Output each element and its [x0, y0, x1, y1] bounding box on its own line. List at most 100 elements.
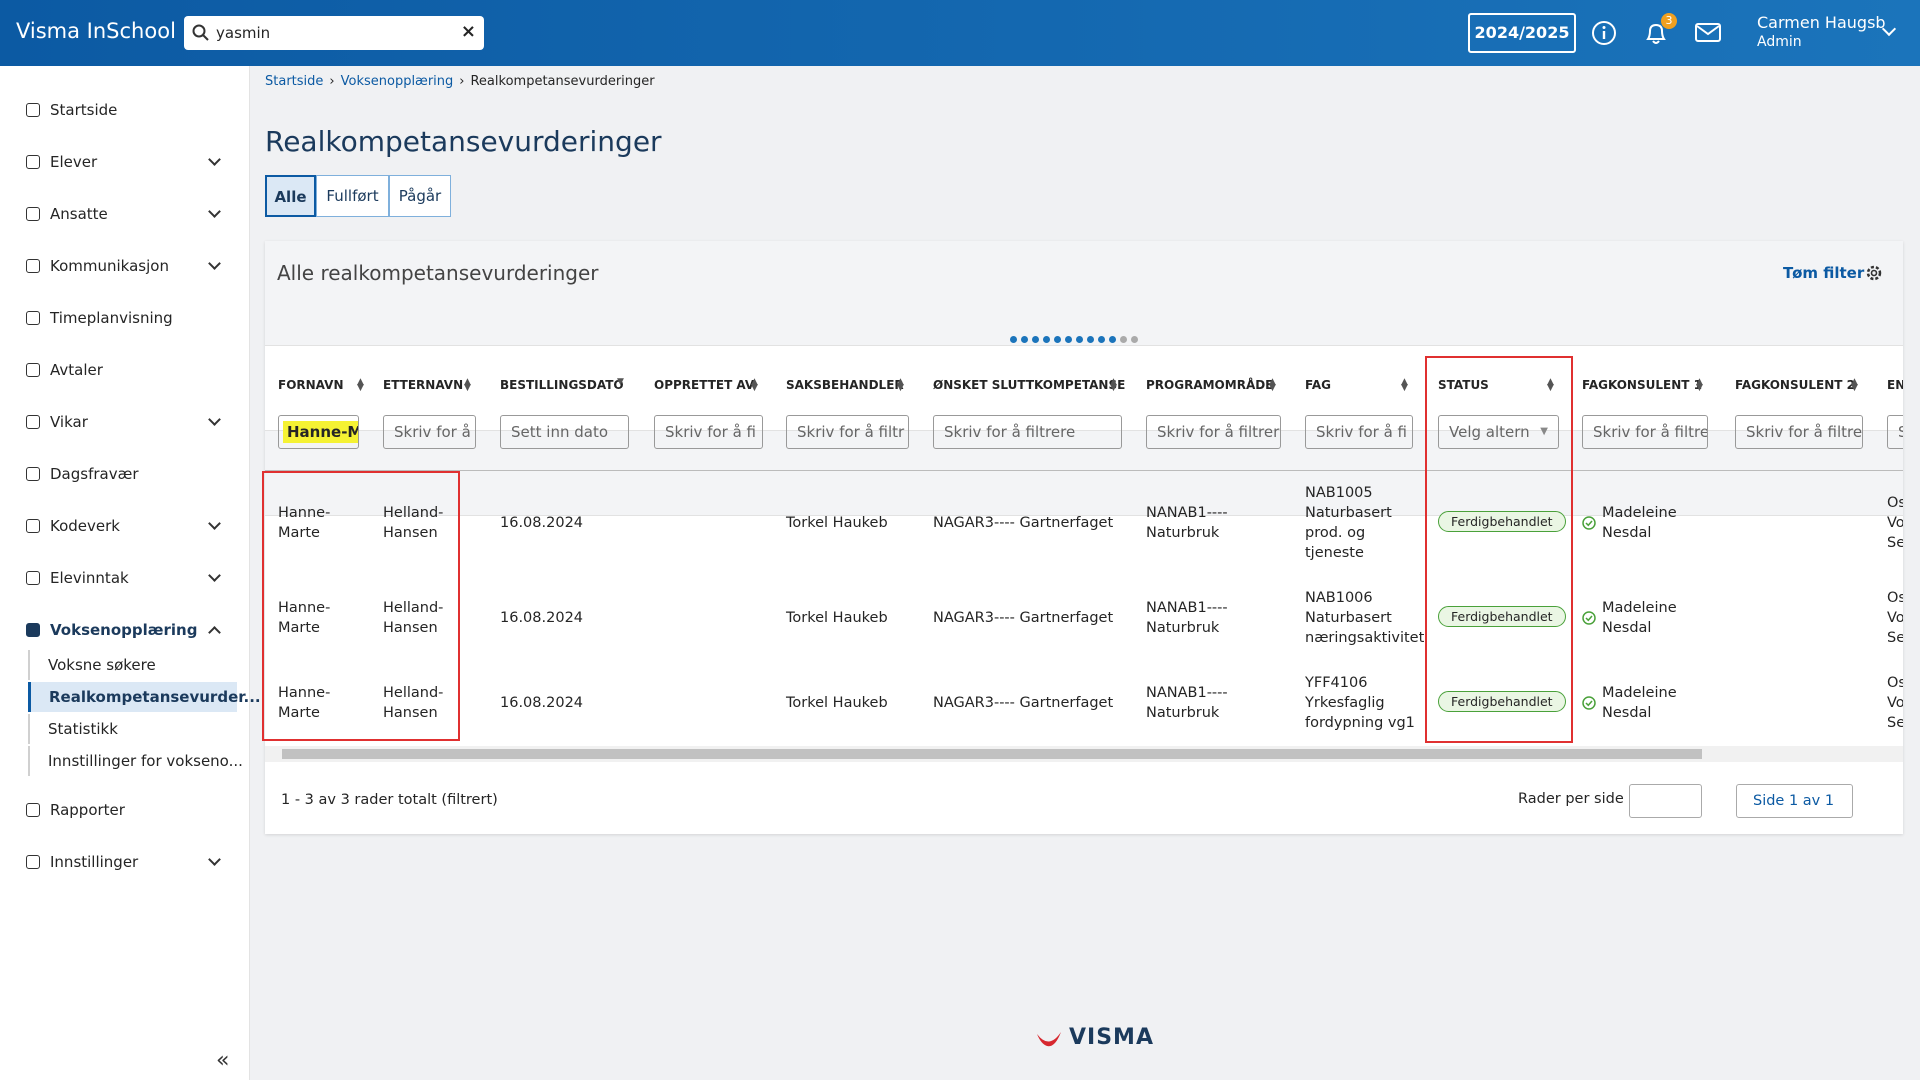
filter-text: Skriv for å filtre [1593, 423, 1708, 441]
column-header[interactable]: FAGKONSULENT 2 [1735, 378, 1855, 392]
column-filter[interactable]: Velg altern ▼ [1438, 415, 1559, 449]
sort-icon[interactable]: ▲ ▼ [1269, 377, 1276, 393]
table-row[interactable] [265, 346, 1903, 431]
sort-icon[interactable]: ▲ ▼ [1401, 377, 1408, 393]
nav-subitem[interactable]: Innstillinger for vokseno... [28, 746, 243, 776]
column-header[interactable]: PROGRAMOMRÅDE [1146, 378, 1274, 392]
nav-chevron[interactable] [208, 153, 221, 166]
nav-chevron[interactable] [208, 517, 221, 530]
bell-icon[interactable] [1643, 20, 1669, 46]
collapse-sidebar[interactable]: « [216, 1048, 230, 1073]
sort-icon[interactable]: ▲ ▼ [751, 377, 758, 393]
sort-icon[interactable]: ▲ ▼ [357, 377, 364, 393]
cell-saksbehandler: Torkel Haukeb [786, 694, 888, 711]
nav-chevron[interactable] [208, 626, 221, 639]
filter-text: S [1898, 423, 1903, 441]
breadcrumb-separator: › [329, 74, 335, 89]
search-text: yasmin [216, 24, 271, 42]
column-header[interactable]: ØNSKET SLUTTKOMPETANSE [933, 378, 1126, 392]
sort-icon[interactable]: ▲ ▼ [1851, 377, 1858, 393]
rows-per-page-label: Rader per side [1518, 791, 1624, 807]
nav-subitem[interactable]: Realkompetansevurder... [28, 682, 261, 712]
filter-text: Skriv for å fi [1316, 423, 1407, 441]
column-filter[interactable]: Skriv for å [383, 415, 476, 449]
clear-search[interactable]: × [460, 21, 476, 42]
column-header[interactable]: FORNAVN [278, 378, 344, 392]
nav-item[interactable]: Timeplanvisning [26, 309, 173, 327]
column-header[interactable]: FAG [1305, 378, 1331, 392]
sort-icon[interactable]: ▼ [617, 377, 624, 387]
nav-chevron[interactable] [208, 205, 221, 218]
nav-chevron[interactable] [208, 853, 221, 866]
user-role: Admin [1757, 34, 1802, 50]
column-filter[interactable]: Skriv for å fi [1305, 415, 1413, 449]
column-filter[interactable]: Skriv for å filtre [1735, 415, 1863, 449]
check-icon [1582, 610, 1596, 625]
school-year[interactable]: 2024/2025 [1468, 13, 1576, 53]
info-icon[interactable] [1591, 20, 1617, 46]
cell-bestillingsdato: 16.08.2024 [500, 514, 584, 531]
nav-item[interactable]: Vikar [26, 413, 88, 431]
column-header[interactable]: STATUS [1438, 378, 1489, 392]
nav-item[interactable]: Innstillinger [26, 853, 138, 871]
tab[interactable]: Pågår [389, 175, 451, 217]
nav-item[interactable]: Avtaler [26, 361, 103, 379]
nav-item[interactable]: Voksenopplæring [26, 621, 197, 639]
nav-subitem[interactable]: Voksne søkere [28, 650, 237, 680]
column-filter[interactable]: Skriv for å filtre [1582, 415, 1708, 449]
column-filter[interactable]: Hanne-M [278, 415, 359, 449]
search-box[interactable]: yasmin × [184, 16, 484, 50]
scrollbar[interactable] [265, 746, 1903, 762]
settings-icon[interactable] [1865, 264, 1883, 282]
nav-icon [26, 519, 40, 533]
column-filter[interactable]: S [1887, 415, 1903, 449]
table-row[interactable] [265, 241, 1903, 346]
column-header[interactable]: BESTILLINGSDATO [500, 378, 624, 392]
column-filter[interactable]: Skriv for å filtrere [933, 415, 1122, 449]
column-header[interactable]: ETTERNAVN [383, 378, 464, 392]
breadcrumb-item[interactable]: Startside [265, 74, 324, 89]
sort-icon[interactable]: ▲ ▼ [1110, 377, 1117, 393]
tab[interactable]: Fullført [316, 175, 389, 217]
breadcrumb-item[interactable]: Voksenopplæring [340, 74, 454, 89]
column-header[interactable]: OPPRETTET AV [654, 378, 755, 392]
column-header[interactable]: FAGKONSULENT 1 [1582, 378, 1702, 392]
clear-filter[interactable]: Tøm filter [1783, 264, 1865, 282]
table-row[interactable] [265, 431, 1903, 516]
highlight-box [1425, 356, 1573, 743]
nav-item[interactable]: Ansatte [26, 205, 108, 223]
nav-item[interactable]: Kodeverk [26, 517, 120, 535]
nav-item[interactable]: Elever [26, 153, 97, 171]
nav-item[interactable]: Kommunikasjon [26, 257, 169, 275]
user-name[interactable]: Carmen Haugsb [1757, 13, 1886, 32]
status-badge: Ferdigbehandlet [1438, 510, 1566, 532]
nav-subitem[interactable]: Statistikk [28, 714, 237, 744]
column-filter[interactable]: Skriv for å filtr [786, 415, 909, 449]
nav-icon [26, 571, 40, 585]
column-header[interactable]: EN [1887, 378, 1903, 392]
tab[interactable]: Alle [265, 175, 316, 217]
mail-icon[interactable] [1695, 22, 1721, 44]
nav-item[interactable]: Elevinntak [26, 569, 129, 587]
page-select[interactable]: Side 1 av 1 [1736, 784, 1853, 818]
column-header[interactable]: SAKSBEHANDLER [786, 378, 904, 392]
nav-icon [26, 415, 40, 429]
app-title[interactable]: Visma InSchool [16, 19, 176, 43]
sort-icon[interactable]: ▲ ▼ [897, 377, 904, 393]
rows-per-page-select[interactable] [1629, 784, 1702, 818]
nav-item[interactable]: Startside [26, 101, 117, 119]
column-filter[interactable]: Skriv for å fi [654, 415, 763, 449]
cell-fagkonsulent1: Madeleine Nesdal [1602, 504, 1677, 541]
sort-icon[interactable]: ▲ ▼ [1696, 377, 1703, 393]
column-filter[interactable]: Skriv for å filtrer [1146, 415, 1281, 449]
sort-icon[interactable]: ▲ ▼ [464, 377, 471, 393]
nav-chevron[interactable] [208, 413, 221, 426]
loading-dot [1120, 336, 1127, 343]
nav-item[interactable]: Dagsfravær [26, 465, 139, 483]
scrollbar-thumb[interactable] [282, 749, 1702, 759]
nav-chevron[interactable] [208, 257, 221, 270]
column-filter[interactable]: Sett inn dato [500, 415, 629, 449]
sort-icon[interactable]: ▲ ▼ [1547, 377, 1554, 393]
nav-chevron[interactable] [208, 569, 221, 582]
nav-item[interactable]: Rapporter [26, 801, 125, 819]
